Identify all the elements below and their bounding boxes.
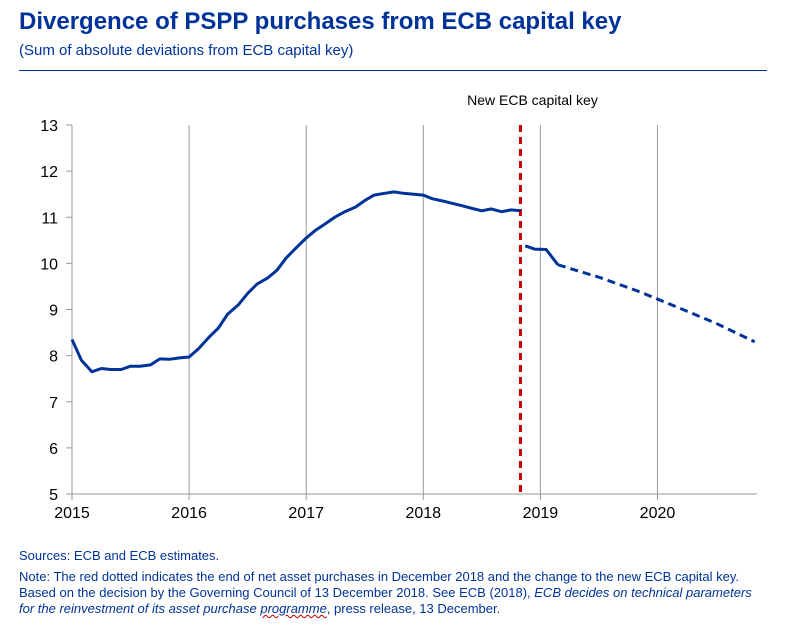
x-tick-label-2016: 2016 xyxy=(171,505,207,522)
y-tick-label-9: 9 xyxy=(49,303,58,320)
y-tick-label-13: 13 xyxy=(40,118,58,135)
capital-key-label: New ECB capital key xyxy=(467,92,598,108)
note-line-1: Note: The red dotted indicates the end o… xyxy=(19,569,740,584)
y-tick-label-8: 8 xyxy=(49,349,58,366)
note-line-2: Based on the decision by the Governing C… xyxy=(19,585,535,600)
axes xyxy=(66,124,757,500)
x-tick-label-2019: 2019 xyxy=(523,505,559,522)
sources-note: Sources: ECB and ECB estimates. xyxy=(19,548,220,563)
x-tick-label-2017: 2017 xyxy=(288,505,324,522)
y-tick-label-11: 11 xyxy=(41,210,58,227)
note-italic-2: for the reinvestment of its asset purcha… xyxy=(19,601,327,616)
series-line-3 xyxy=(557,263,756,344)
note-italic-2a: for the reinvestment of its asset purcha… xyxy=(19,601,261,616)
chart-subtitle: (Sum of absolute deviations from ECB cap… xyxy=(19,42,354,59)
y-tick-label-12: 12 xyxy=(40,164,58,181)
y-tick-label-7: 7 xyxy=(49,395,58,412)
series-line-1 xyxy=(70,190,521,374)
tick-labels: 5 6 7 8 9 10 11 12 13 2015 2016 2017 2018 2019 2020 New… xyxy=(40,92,675,522)
series-line-2 xyxy=(524,244,560,266)
series-lines xyxy=(70,190,756,374)
note-italic-1: ECB decides on technical parameters xyxy=(534,585,752,600)
x-tick-label-2018: 2018 xyxy=(405,505,441,522)
chart-note: Note: The red dotted indicates the end o… xyxy=(19,569,799,617)
y-tick-label-6: 6 xyxy=(49,441,58,458)
note-tail: , press release, 13 December. xyxy=(326,601,501,616)
note-italic-2b: programme xyxy=(260,601,327,616)
x-tick-label-2015: 2015 xyxy=(54,505,90,522)
header-rule xyxy=(19,70,767,71)
grid-lines xyxy=(188,125,658,494)
x-tick-label-2020: 2020 xyxy=(640,505,676,522)
line-chart: 5 6 7 8 9 10 11 12 13 2015 2016 2017 2018 2019 2020 New… xyxy=(40,92,757,522)
y-tick-label-10: 10 xyxy=(40,256,58,273)
chart-title: Divergence of PSPP purchases from ECB ca… xyxy=(19,8,622,35)
y-tick-label-5: 5 xyxy=(49,487,58,504)
